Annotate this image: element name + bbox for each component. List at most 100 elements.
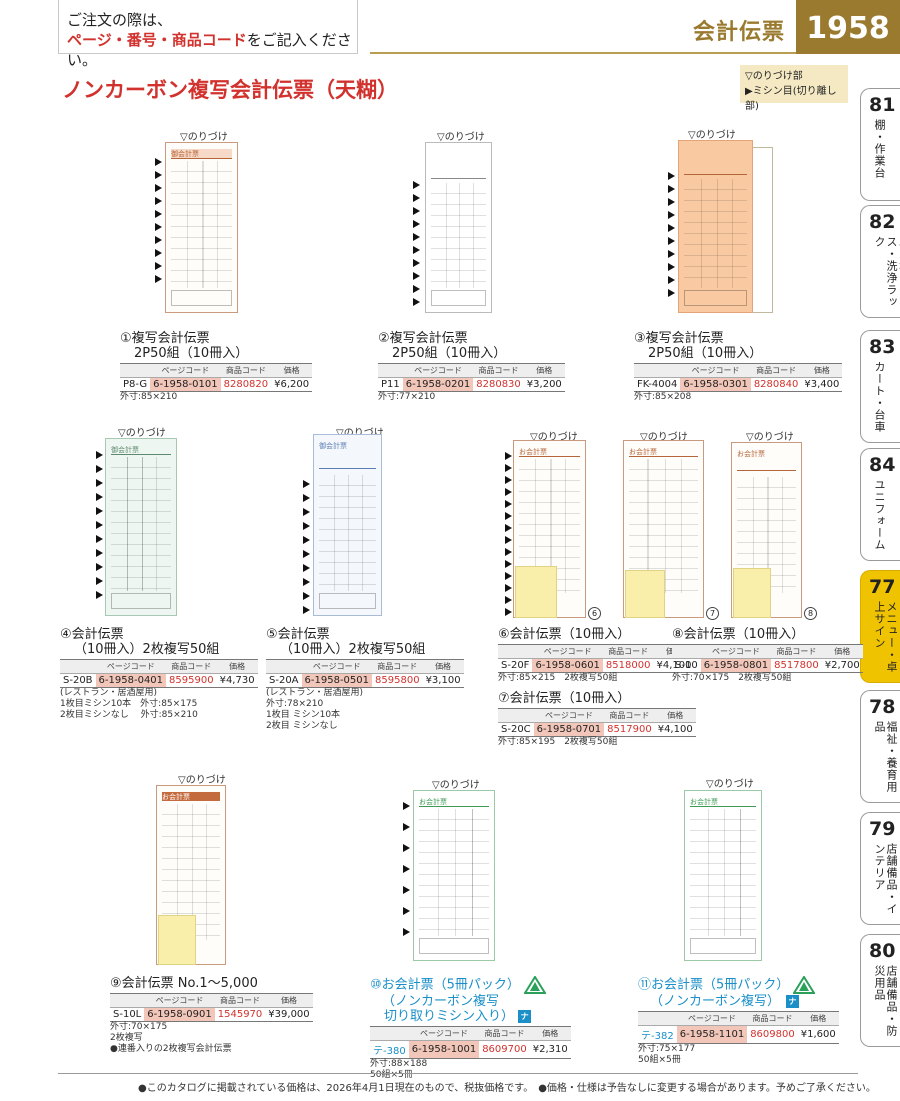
product-number: ⑨	[110, 976, 122, 991]
price: ¥1,600	[797, 1025, 839, 1044]
model-number: S-10	[672, 658, 701, 673]
page-code-header: ページコード	[301, 659, 373, 674]
price-table: ページコード 商品コード 価格 S-10 6-1958-0801 8517800 ¥2,70…	[672, 644, 863, 673]
perforation-arrow-icon	[413, 181, 420, 189]
side-tab-number: 81	[869, 94, 896, 116]
side-tab-78[interactable]: 78 福祉・養育用品	[860, 690, 900, 803]
product-name-line3: 切り取りミシン入り）	[384, 1009, 515, 1024]
price-header: 価格	[529, 1026, 571, 1041]
perforation-arrow-icon	[413, 259, 420, 267]
footer-note: ●このカタログに掲載されている価格は、2026年4月1日現在のもので、税抜価格で…	[138, 1083, 876, 1094]
product-note: (レストラン・居酒屋用)	[60, 688, 158, 698]
product-note: 外寸:78×210	[266, 699, 324, 709]
price: ¥2,310	[529, 1040, 571, 1059]
model-number: S-20C	[498, 722, 534, 737]
image-number-8: 8	[804, 607, 817, 620]
perforation-arrow-icon	[96, 507, 103, 515]
perforation-arrow-icon	[413, 298, 420, 306]
side-tab-82[interactable]: 82 バスボックス・洗浄ラック	[860, 205, 900, 318]
price-header: 価格	[216, 659, 258, 674]
side-tab-81[interactable]: 81 棚・作業台	[860, 88, 900, 201]
perforation-arrow-icon	[668, 198, 675, 206]
side-tab-label: ユニフォーム	[873, 479, 886, 551]
order-notice-rest: をご記入ください。	[67, 31, 352, 69]
product-note: 2枚複写	[110, 1033, 143, 1043]
product-note: 外寸:85×195 2枚複写50組	[498, 737, 618, 747]
perforation-arrow-icon	[303, 592, 310, 600]
perforation-arrow-icon	[505, 596, 512, 604]
item-code: 8518000	[602, 658, 654, 673]
price: ¥4,730	[216, 673, 258, 688]
page-code: 6-1958-0901	[144, 1007, 215, 1022]
perforation-arrow-icon	[403, 802, 410, 810]
perforation-arrow-icon	[155, 275, 162, 283]
slip-image-5: 御会計票	[313, 434, 382, 616]
price: ¥3,400	[801, 377, 843, 392]
page-code-header: ページコード	[676, 1011, 748, 1026]
perforation-arrows	[96, 451, 103, 599]
glue-label: ▽のりづけ	[336, 424, 384, 439]
product-note: 外寸:75×177	[638, 1044, 696, 1054]
page-code: 6-1958-0601	[532, 658, 603, 673]
product-name-line1: お会計票（5冊パック）	[381, 977, 520, 993]
perforation-arrows	[668, 172, 675, 297]
side-tab-83[interactable]: 83 カート・台車	[860, 330, 900, 443]
image-number-6: 6	[588, 607, 601, 620]
side-tab-number: 77	[869, 576, 896, 598]
perforation-arrow-icon	[413, 233, 420, 241]
side-tab-label: 店舗備品・インテリア	[873, 843, 898, 915]
product-6: ⑥会計伝票（10冊入） ページコード商品コード価格S-20F6-1958-0601…	[498, 627, 695, 684]
perforation-arrow-icon	[403, 865, 410, 873]
glue-label: ▽のりづけ	[688, 130, 736, 141]
page-code: 6-1958-0501	[301, 673, 373, 688]
price-table: ページコード 商品コード 価格 S-20B 6-1958-0401 8595900 ¥4,7…	[60, 659, 258, 688]
glue-label: ▽のりづけ	[746, 432, 794, 443]
item-code-header: 商品コード	[166, 659, 217, 674]
product-9: ⑨会計伝票 No.1〜5,000 ページコード 商品コード 価格 S-10L 6-1958…	[110, 976, 313, 1055]
glue-label: ▽のりづけ	[180, 132, 228, 143]
page-code: 6-1958-1001	[408, 1040, 480, 1059]
product-name-line2: （ノンカーボン複写）	[650, 994, 781, 1009]
perforation-arrow-icon	[96, 493, 103, 501]
product-name: ⑩お会計票（5冊パック）	[370, 976, 571, 994]
product-1: ①複写会計伝票 2P50組（10冊入） ページコード 商品コード 価格 P8-G 6-195…	[120, 331, 313, 403]
product-note: 1枚目ミシン10本 外寸:85×175	[60, 699, 198, 709]
perforation-arrow-icon	[505, 608, 512, 616]
side-tab-80[interactable]: 80 店舗備品・防災用品	[860, 934, 900, 1047]
price-table: ページコード 商品コード 価格 P8-G 6-1958-0101 8280820 ¥6,20…	[120, 363, 313, 392]
perforation-arrow-icon	[668, 237, 675, 245]
perforation-arrow-icon	[303, 494, 310, 502]
perforation-arrow-icon	[96, 549, 103, 557]
perforation-arrow-icon	[668, 276, 675, 284]
page-number: 1958	[796, 0, 900, 54]
perforation-arrows	[303, 480, 310, 614]
product-4: ④会計伝票 （10冊入）2枚複写50組 ページコード 商品コード 価格 S-20B 6-19…	[60, 627, 258, 721]
side-tab-number: 80	[869, 940, 896, 962]
item-code: 8595900	[166, 673, 217, 688]
side-tab-77[interactable]: 77 メニュー・卓上サイン	[860, 570, 900, 683]
product-name-line1: 会計伝票	[277, 627, 330, 642]
perforation-arrow-icon	[155, 223, 162, 231]
page-code-header: ページコード	[408, 1026, 480, 1041]
product-name-line1: 複写会計伝票	[645, 331, 724, 346]
item-code-header: 商品コード	[479, 1026, 530, 1041]
price-table: ページコード商品コード価格S-20F6-1958-06018518000¥4,1…	[498, 644, 695, 673]
legend-box: ▽のりづけ部 ▶ミシン目(切り離し部)	[740, 65, 848, 112]
side-tab-84[interactable]: 84 ユニフォーム	[860, 448, 900, 561]
product-number: ④	[60, 627, 72, 642]
product-name-line2: （10冊入）2枚複写50組	[280, 642, 426, 657]
side-tab-label: カート・台車	[873, 361, 886, 433]
item-code: 8517900	[604, 722, 655, 737]
item-code-header: 商品コード	[214, 993, 266, 1008]
product-note: 外寸:70×175	[110, 1022, 168, 1032]
side-tab-79[interactable]: 79 店舗備品・インテリア	[860, 812, 900, 925]
product-10: ⑩お会計票（5冊パック） （ノンカーボン複写 切り取りミシン入り） ナページコード…	[370, 976, 571, 1081]
side-tab-number: 84	[869, 454, 896, 476]
category-title: 会計伝票	[693, 20, 786, 45]
eco-mark-icon	[793, 976, 816, 994]
glue-label: ▽のりづけ	[118, 428, 166, 439]
order-notice-highlight: ページ・番号・商品コード	[67, 31, 247, 49]
page-code-header: ページコード	[680, 363, 751, 378]
page-code-header: ページコード	[95, 659, 167, 674]
price-table: ページコード 商品コード 価格 S-20A 6-1958-0501 8595800 ¥3,1…	[266, 659, 464, 688]
